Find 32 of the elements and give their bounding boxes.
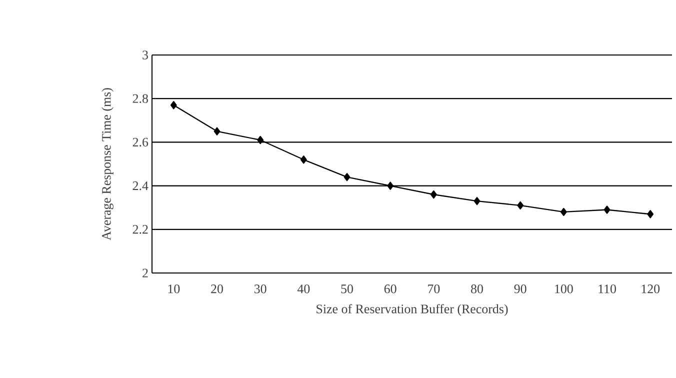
y-tick-label: 2 [142, 268, 148, 278]
y-tick-label: 2.4 [132, 181, 148, 190]
x-tick-label: 80 [471, 284, 483, 294]
point [430, 190, 437, 199]
y-tick-label: 3 [142, 50, 148, 60]
x-tick-label: 60 [384, 284, 396, 294]
point [170, 101, 177, 110]
x-tick-label: 40 [297, 284, 310, 294]
point [300, 156, 307, 164]
x-tick-label: 90 [514, 284, 526, 294]
point [344, 172, 350, 182]
point [387, 182, 394, 190]
point [517, 201, 524, 210]
x-tick-label: 20 [211, 284, 223, 294]
x-tick-label: 120 [642, 284, 660, 294]
x-tick-label: 70 [428, 284, 440, 294]
x-tick-label: 10 [168, 284, 180, 294]
point [474, 196, 480, 206]
point [214, 127, 220, 136]
y-tick-label: 2.6 [132, 138, 148, 147]
point [604, 206, 610, 214]
y-axis-title: Average Response Time (ms) [102, 88, 114, 240]
x-tick-label: 50 [341, 284, 353, 294]
y-tick-label: 2.8 [132, 94, 148, 103]
point [257, 136, 264, 144]
point [560, 208, 567, 216]
y-tick-label: 2.2 [132, 225, 148, 234]
x-tick-label: 110 [598, 284, 616, 294]
point [647, 210, 654, 218]
x-tick-label: 100 [555, 284, 573, 294]
x-tick-label: 30 [254, 284, 266, 294]
x-axis-title: Size of Reservation Buffer (Records) [316, 304, 508, 316]
